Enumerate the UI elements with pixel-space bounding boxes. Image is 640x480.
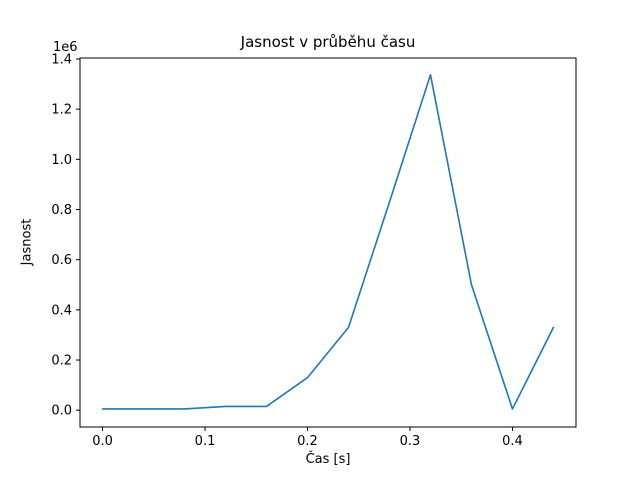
y-tick-label: 1.4 xyxy=(51,53,72,68)
chart-title: Jasnost v průběhu času xyxy=(240,33,416,51)
x-tick-label: 0.3 xyxy=(400,434,421,449)
y-tick-label: 0.6 xyxy=(51,253,72,268)
x-tick-label: 0.2 xyxy=(297,434,318,449)
y-axis-offset-text: 1e6 xyxy=(53,40,78,55)
y-tick-label: 0.4 xyxy=(51,303,72,318)
y-tick-label: 1.2 xyxy=(51,103,72,118)
x-tick-label: 0.4 xyxy=(502,434,523,449)
data-line xyxy=(101,74,555,410)
y-tick-label: 0.8 xyxy=(51,203,72,218)
axes-frame xyxy=(79,57,577,428)
y-tick-label: 1.0 xyxy=(51,153,72,168)
y-tick-label: 0.0 xyxy=(51,404,72,419)
x-axis-label: Čas [s] xyxy=(305,452,351,467)
x-tick-label: 0.0 xyxy=(92,434,113,449)
x-tick-label: 0.1 xyxy=(195,434,216,449)
y-tick-label: 0.2 xyxy=(51,354,72,369)
y-axis-label: Jasnost xyxy=(19,218,35,266)
